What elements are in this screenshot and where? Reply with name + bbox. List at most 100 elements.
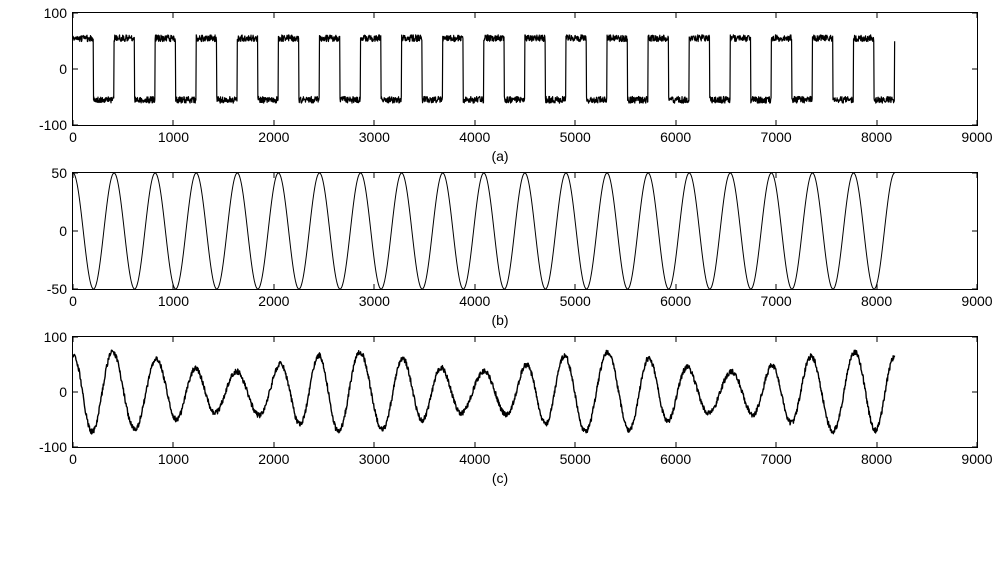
xtick-label: 2000 bbox=[258, 293, 289, 309]
xtick-mark bbox=[675, 173, 676, 178]
xtick-mark bbox=[173, 337, 174, 342]
xtick-mark bbox=[876, 284, 877, 289]
xtick-mark bbox=[273, 120, 274, 125]
xtick-mark bbox=[173, 173, 174, 178]
subplot-b: -500500100020003000400050006000700080009… bbox=[12, 172, 988, 328]
xtick-mark bbox=[173, 13, 174, 18]
xtick-mark bbox=[374, 13, 375, 18]
xtick-label: 6000 bbox=[660, 451, 691, 467]
ytick-label: 0 bbox=[59, 61, 67, 77]
ytick-label: 100 bbox=[44, 5, 67, 21]
ytick-mark bbox=[73, 337, 78, 338]
ytick-label: 100 bbox=[44, 329, 67, 345]
ytick-label: -100 bbox=[39, 117, 67, 133]
xtick-mark bbox=[675, 337, 676, 342]
ytick-mark bbox=[972, 231, 977, 232]
signal-trace-b bbox=[73, 173, 977, 289]
plot-area-c: -100010001000200030004000500060007000800… bbox=[72, 336, 978, 448]
xtick-mark bbox=[474, 13, 475, 18]
ytick-mark bbox=[73, 289, 78, 290]
ytick-mark bbox=[972, 392, 977, 393]
xtick-mark bbox=[474, 337, 475, 342]
xtick-mark bbox=[977, 442, 978, 447]
xtick-label: 3000 bbox=[359, 293, 390, 309]
caption-c: (c) bbox=[12, 470, 988, 486]
signal-trace-a bbox=[73, 13, 977, 125]
xtick-label: 2000 bbox=[258, 129, 289, 145]
xtick-label: 4000 bbox=[459, 129, 490, 145]
xtick-mark bbox=[73, 337, 74, 342]
xtick-mark bbox=[675, 120, 676, 125]
xtick-mark bbox=[374, 120, 375, 125]
xtick-mark bbox=[73, 284, 74, 289]
xtick-mark bbox=[876, 120, 877, 125]
xtick-mark bbox=[977, 13, 978, 18]
ytick-label: 0 bbox=[59, 223, 67, 239]
subplot-a: -100010001000200030004000500060007000800… bbox=[12, 12, 988, 164]
xtick-mark bbox=[173, 442, 174, 447]
xtick-label: 7000 bbox=[761, 129, 792, 145]
xtick-mark bbox=[776, 284, 777, 289]
xtick-mark bbox=[575, 442, 576, 447]
xtick-label: 0 bbox=[69, 129, 77, 145]
xtick-mark bbox=[374, 337, 375, 342]
xtick-label: 5000 bbox=[560, 293, 591, 309]
xtick-mark bbox=[73, 173, 74, 178]
ytick-label: 50 bbox=[51, 165, 67, 181]
xtick-label: 9000 bbox=[961, 451, 992, 467]
xtick-label: 0 bbox=[69, 451, 77, 467]
xtick-mark bbox=[575, 13, 576, 18]
xtick-label: 8000 bbox=[861, 293, 892, 309]
xtick-mark bbox=[575, 173, 576, 178]
xtick-mark bbox=[776, 120, 777, 125]
xtick-mark bbox=[776, 337, 777, 342]
xtick-mark bbox=[977, 284, 978, 289]
xtick-mark bbox=[575, 120, 576, 125]
plot-area-b: -500500100020003000400050006000700080009… bbox=[72, 172, 978, 290]
xtick-label: 3000 bbox=[359, 129, 390, 145]
ytick-mark bbox=[73, 125, 78, 126]
xtick-mark bbox=[876, 13, 877, 18]
xtick-mark bbox=[474, 120, 475, 125]
xtick-label: 6000 bbox=[660, 129, 691, 145]
xtick-label: 9000 bbox=[961, 293, 992, 309]
ytick-mark bbox=[972, 69, 977, 70]
xtick-label: 2000 bbox=[258, 451, 289, 467]
ytick-label: -100 bbox=[39, 439, 67, 455]
xtick-mark bbox=[374, 173, 375, 178]
xtick-label: 5000 bbox=[560, 129, 591, 145]
xtick-mark bbox=[273, 442, 274, 447]
signal-trace-c bbox=[73, 337, 977, 447]
xtick-label: 9000 bbox=[961, 129, 992, 145]
xtick-mark bbox=[675, 13, 676, 18]
xtick-label: 7000 bbox=[761, 293, 792, 309]
xtick-label: 4000 bbox=[459, 293, 490, 309]
xtick-mark bbox=[273, 173, 274, 178]
xtick-label: 8000 bbox=[861, 129, 892, 145]
xtick-mark bbox=[776, 442, 777, 447]
xtick-label: 7000 bbox=[761, 451, 792, 467]
caption-a: (a) bbox=[12, 148, 988, 164]
xtick-label: 3000 bbox=[359, 451, 390, 467]
xtick-mark bbox=[977, 120, 978, 125]
xtick-mark bbox=[977, 337, 978, 342]
xtick-mark bbox=[273, 284, 274, 289]
xtick-mark bbox=[273, 13, 274, 18]
xtick-mark bbox=[876, 442, 877, 447]
xtick-mark bbox=[675, 284, 676, 289]
ytick-mark bbox=[73, 231, 78, 232]
xtick-mark bbox=[73, 120, 74, 125]
xtick-label: 6000 bbox=[660, 293, 691, 309]
xtick-mark bbox=[876, 337, 877, 342]
xtick-mark bbox=[474, 173, 475, 178]
xtick-label: 8000 bbox=[861, 451, 892, 467]
ytick-label: -50 bbox=[47, 281, 67, 297]
xtick-mark bbox=[73, 442, 74, 447]
xtick-label: 4000 bbox=[459, 451, 490, 467]
xtick-label: 1000 bbox=[158, 293, 189, 309]
xtick-mark bbox=[273, 337, 274, 342]
xtick-mark bbox=[374, 442, 375, 447]
xtick-mark bbox=[474, 442, 475, 447]
ytick-label: 0 bbox=[59, 384, 67, 400]
xtick-label: 1000 bbox=[158, 129, 189, 145]
